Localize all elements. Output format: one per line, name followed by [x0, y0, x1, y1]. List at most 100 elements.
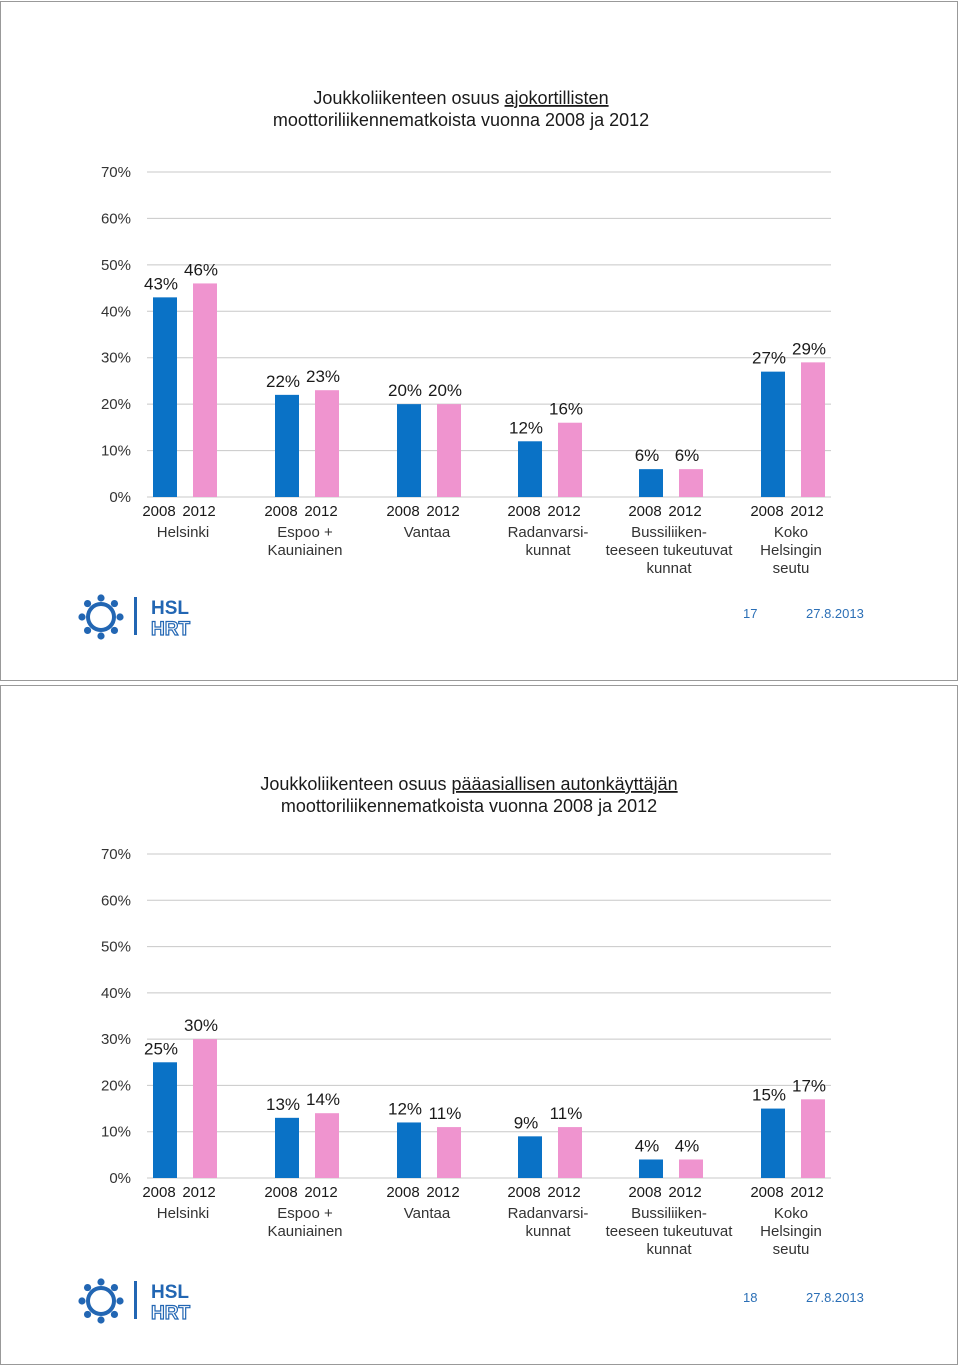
logo-divider: [134, 597, 137, 635]
category-label: Kauniainen: [267, 1223, 342, 1240]
year-label: 2012: [547, 503, 580, 520]
year-label: 2008: [507, 503, 540, 520]
year-label: 2008: [750, 503, 783, 520]
y-tick-label: 0%: [109, 1170, 131, 1187]
data-label: 11%: [429, 1104, 462, 1123]
year-label: 2012: [426, 1184, 459, 1201]
category-label: kunnat: [525, 1223, 571, 1240]
logo-dot: [110, 1310, 119, 1319]
bar-2012: [193, 1039, 217, 1178]
year-label: 2008: [750, 1184, 783, 1201]
bar-2008: [518, 441, 542, 497]
y-tick-label: 50%: [101, 257, 131, 274]
bar-2008: [275, 1117, 299, 1178]
y-tick-label: 30%: [101, 1031, 131, 1048]
category-label: kunnat: [525, 542, 571, 559]
category-label: Vantaa: [404, 524, 451, 541]
category-label: Bussiliiken-: [631, 524, 707, 541]
category-label: Koko: [774, 1205, 808, 1222]
year-label: 2008: [264, 503, 297, 520]
data-label: 20%: [428, 381, 462, 400]
bar-2012: [437, 1127, 461, 1178]
chart-title-emphasis: ajokortillisten: [505, 88, 609, 108]
bar-2008: [397, 1122, 421, 1178]
logo-ring: [86, 1286, 116, 1316]
chart-title-line2: moottoriliikennematkoista vuonna 2008 ja…: [273, 110, 649, 130]
year-label: 2012: [668, 1184, 701, 1201]
category-label: Helsingin: [760, 542, 822, 559]
logo-dot: [110, 626, 119, 635]
category-label: Radanvarsi-: [508, 524, 589, 541]
y-tick-label: 60%: [101, 210, 131, 227]
year-label: 2008: [142, 1184, 175, 1201]
chart-autonkayttajat: Joukkoliikenteen osuus pääasiallisen aut…: [78, 774, 864, 1325]
year-label: 2012: [668, 503, 701, 520]
data-label: 17%: [792, 1076, 826, 1095]
bar-2008: [761, 1108, 785, 1178]
data-label: 15%: [752, 1086, 786, 1105]
logo-dot: [83, 1310, 92, 1319]
logo-dot: [97, 594, 105, 602]
bar-2012: [558, 422, 582, 497]
category-label: Vantaa: [404, 1205, 451, 1222]
category-label: Kauniainen: [267, 542, 342, 559]
category-label: Helsinki: [157, 1205, 210, 1222]
year-label: 2008: [628, 503, 661, 520]
slide-17: Joukkoliikenteen osuus ajokortillisten mo…: [0, 1, 958, 681]
chart-title-line1: Joukkoliikenteen osuus ajokortillisten: [313, 88, 608, 108]
bar-2012: [801, 1099, 825, 1178]
data-label: 11%: [550, 1104, 583, 1123]
category-label: seutu: [773, 1241, 810, 1258]
logo-ring: [86, 602, 116, 632]
data-label: 25%: [144, 1039, 178, 1058]
y-tick-label: 10%: [101, 1124, 131, 1141]
category-label: Radanvarsi-: [508, 1205, 589, 1222]
year-label: 2008: [507, 1184, 540, 1201]
page-number: 17: [743, 606, 757, 621]
logo-dot: [97, 632, 105, 640]
logo-dot: [116, 1297, 124, 1305]
year-label: 2008: [628, 1184, 661, 1201]
brand-hsl: HSL: [151, 1282, 189, 1303]
year-label: 2008: [386, 503, 419, 520]
logo-dot: [110, 1283, 119, 1292]
bar-2012: [801, 362, 825, 497]
data-label: 43%: [144, 274, 178, 293]
data-label: 14%: [306, 1090, 340, 1109]
year-label: 2008: [386, 1184, 419, 1201]
data-label: 4%: [635, 1136, 660, 1155]
y-tick-label: 40%: [101, 303, 131, 320]
brand-hrt: HRT: [151, 619, 190, 640]
brand-hsl: HSL: [151, 598, 189, 619]
chart-title-prefix: Joukkoliikenteen osuus: [260, 774, 451, 794]
slide-date: 27.8.2013: [806, 1290, 864, 1305]
category-label: Helsinki: [157, 524, 210, 541]
y-tick-label: 70%: [101, 164, 131, 181]
brand-hrt: HRT: [151, 1303, 190, 1324]
bar-2008: [761, 371, 785, 497]
y-tick-label: 60%: [101, 892, 131, 909]
bar-2008: [275, 394, 299, 497]
data-label: 9%: [514, 1113, 539, 1132]
logo-dot: [78, 1297, 86, 1305]
slide-18: Joukkoliikenteen osuus pääasiallisen aut…: [0, 685, 958, 1365]
year-label: 2008: [142, 503, 175, 520]
bar-2008: [153, 297, 177, 497]
y-tick-label: 50%: [101, 939, 131, 956]
bar-2012: [679, 1159, 703, 1178]
year-label: 2012: [304, 1184, 337, 1201]
logo-dot: [78, 613, 86, 621]
logo-divider: [134, 1281, 137, 1319]
category-label: teeseen tukeutuvat: [606, 1223, 734, 1240]
year-label: 2012: [426, 503, 459, 520]
bar-2012: [679, 469, 703, 497]
chart-title-line1: Joukkoliikenteen osuus pääasiallisen aut…: [260, 774, 677, 794]
chart-title-prefix: Joukkoliikenteen osuus: [313, 88, 504, 108]
category-label: Bussiliiken-: [631, 1205, 707, 1222]
bar-2008: [518, 1136, 542, 1178]
y-tick-label: 0%: [109, 489, 131, 506]
category-label: seutu: [773, 560, 810, 577]
data-label: 22%: [266, 372, 300, 391]
data-label: 46%: [184, 260, 218, 279]
y-tick-label: 20%: [101, 396, 131, 413]
